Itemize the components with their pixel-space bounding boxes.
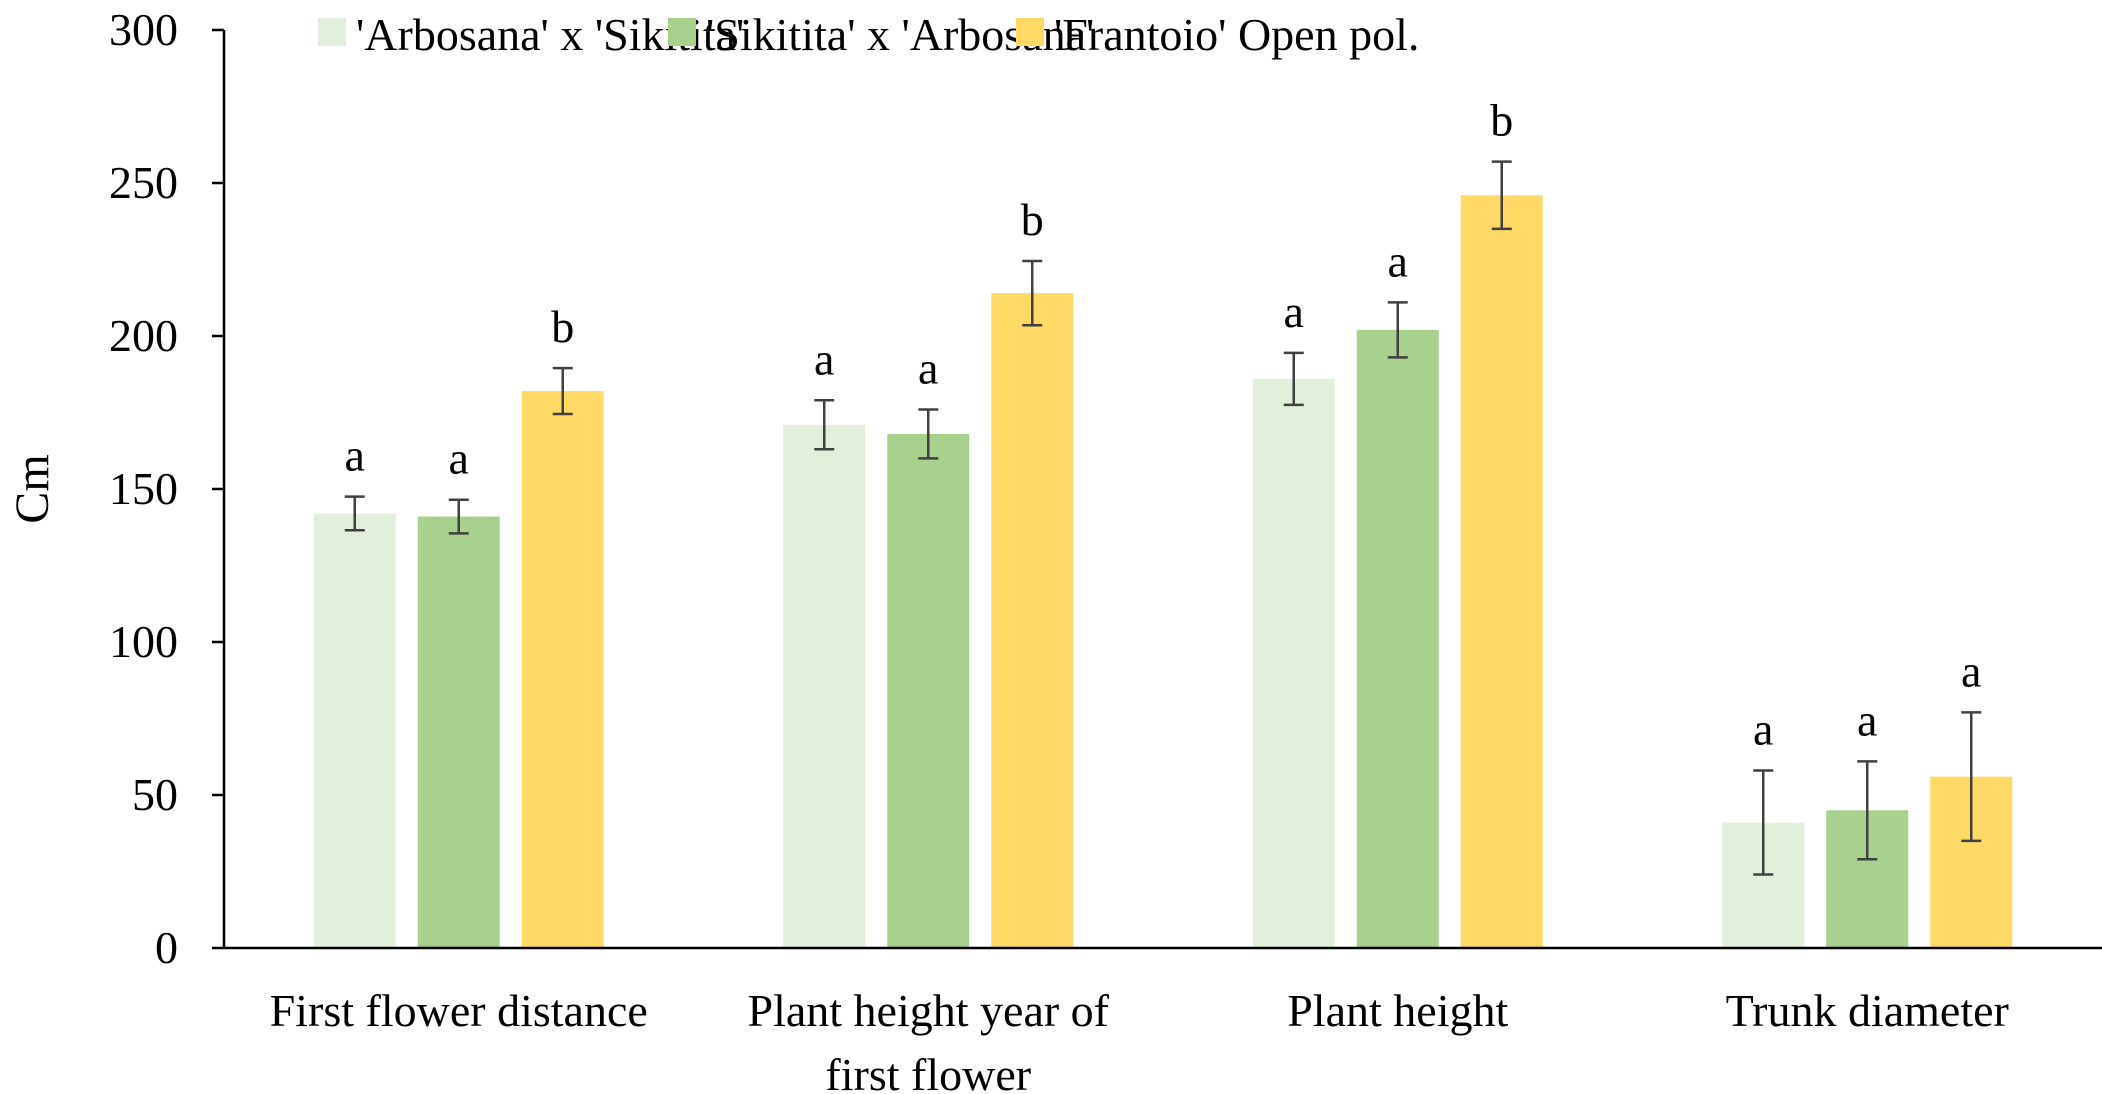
significance-labels-layer: a a b a a b a a b a a a (345, 95, 1982, 755)
significance-label-1-1: a (918, 342, 938, 393)
axes-layer: First flower distance Plant height year o… (6, 4, 2102, 1094)
y-tick-label-100: 100 (109, 616, 178, 667)
category-label-0: First flower distance (270, 985, 648, 1036)
bar-2-0 (1252, 378, 1335, 949)
significance-label-0-1: a (449, 433, 469, 484)
bar-0-1 (417, 516, 500, 948)
significance-label-2-0: a (1284, 286, 1304, 337)
y-tick-label-50: 50 (132, 769, 178, 820)
significance-label-2-2: b (1490, 95, 1513, 146)
significance-label-1-0: a (814, 333, 834, 384)
significance-label-0-2: b (551, 301, 574, 352)
significance-label-0-0: a (345, 430, 365, 481)
significance-label-3-2: a (1961, 645, 1981, 696)
category-label-1: Plant height year of (747, 985, 1109, 1036)
bar-1-1 (887, 433, 970, 948)
y-tick-label-300: 300 (109, 4, 178, 55)
bar-2-1 (1356, 329, 1439, 948)
significance-label-2-1: a (1388, 235, 1408, 286)
legend: 'Arbosana' x 'Sikitita''Sikitita' x 'Arb… (318, 9, 1419, 60)
y-tick-label-150: 150 (109, 463, 178, 514)
y-tick-label-0: 0 (155, 922, 178, 973)
bar-2-2 (1460, 195, 1543, 949)
legend-swatch-2 (1016, 18, 1044, 46)
legend-swatch-1 (668, 18, 696, 46)
bars-layer (313, 195, 2013, 949)
significance-label-3-0: a (1753, 704, 1773, 755)
error-bars-layer (344, 160, 1982, 876)
significance-label-3-1: a (1857, 694, 1877, 745)
category-label-1-line2: first flower (825, 1049, 1031, 1094)
legend-label-2: 'Frantoio' Open pol. (1054, 9, 1419, 60)
category-label-3: Trunk diameter (1726, 985, 2009, 1036)
bar-0-0 (313, 513, 396, 948)
legend-swatch-0 (318, 18, 346, 46)
y-tick-label-200: 200 (109, 310, 178, 361)
y-tick-label-250: 250 (109, 157, 178, 208)
category-label-2: Plant height (1287, 985, 1508, 1036)
y-axis-title: Cm (6, 454, 59, 523)
bar-1-2 (991, 293, 1074, 948)
bar-1-0 (783, 424, 866, 948)
bar-0-2 (521, 391, 604, 949)
significance-label-1-2: b (1021, 194, 1044, 245)
